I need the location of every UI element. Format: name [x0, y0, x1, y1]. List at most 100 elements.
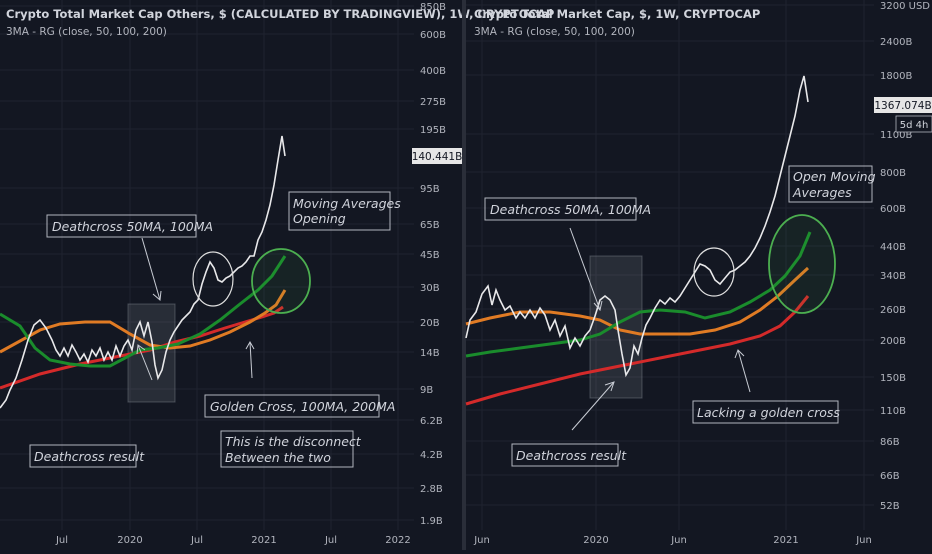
- right-y-tick-label: 800B: [880, 168, 906, 179]
- left-y-tick-label: 20B: [420, 318, 440, 329]
- left-chart-title: Crypto Total Market Cap Others, $ (CALCU…: [6, 7, 554, 21]
- right-y-axis: 3200 USD 2400B 1800B 1100B 800B 600B 440B 340B 2…: [880, 1, 930, 512]
- right-white-ellipse: [693, 247, 735, 297]
- right-y-tick-label: 2400B: [880, 37, 912, 48]
- left-callout-texts: Deathcross 50MA, 100MA Moving Averages O…: [34, 196, 401, 465]
- left-arrowhead-disconnect: [245, 340, 255, 350]
- left-y-tick-label: 600B: [420, 30, 446, 41]
- left-callout-result: Deathcross result: [34, 449, 145, 464]
- left-callout-ma-opening-2: Opening: [293, 211, 346, 226]
- left-arrowhead-deathcross-result: [136, 344, 146, 355]
- right-chart-subtitle: 3MA - RG (close, 50, 100, 200): [474, 26, 635, 38]
- right-y-tick-label: 600B: [880, 204, 906, 215]
- right-arrowhead-deathcross: [593, 300, 603, 312]
- left-y-tick-label: 850B: [420, 2, 446, 13]
- left-callout-ma-opening-1: Moving Averages: [293, 196, 401, 211]
- right-callouts: [484, 165, 873, 467]
- right-price-line: [465, 75, 809, 378]
- left-y-tick-label: 275B: [420, 97, 446, 108]
- left-y-tick-label: 195B: [420, 125, 446, 136]
- left-y-tick-label: 14B: [420, 348, 440, 359]
- right-y-tick-label: 110B: [880, 406, 906, 417]
- right-ma100-line: [465, 266, 810, 336]
- right-arrowhead-deathcross-result: [604, 381, 615, 392]
- right-callout-golden-box: [692, 400, 839, 424]
- right-callout-result-box: [511, 443, 619, 467]
- right-callout-open-ma-2: Averages: [792, 185, 852, 200]
- panel-divider: [462, 0, 466, 550]
- left-callout-disconnect-box: [220, 430, 354, 468]
- left-x-tick-label: 2022: [385, 535, 410, 546]
- right-panel: Crypto Total Market Cap, $, 1W, CRYPTOCA…: [465, 0, 932, 546]
- left-arrow-deathcross: [141, 237, 161, 301]
- right-y-tick-label: 66B: [880, 471, 900, 482]
- left-x-tick-label: Jul: [55, 535, 68, 546]
- left-ma100-line: [0, 289, 287, 354]
- right-last-value-tag: [874, 97, 932, 113]
- right-x-axis: Jun 2020 Jun 2021 Jun: [473, 535, 872, 546]
- left-x-tick-label: Jul: [324, 535, 337, 546]
- right-y-tick-label: 3200 USD: [880, 1, 930, 12]
- right-x-tick-label: Jun: [670, 535, 687, 546]
- right-arrows: [569, 227, 751, 431]
- left-y-tick-label: 400B: [420, 66, 446, 77]
- left-arrowhead-deathcross: [152, 290, 162, 301]
- right-callout-texts: Open Moving Averages Deathcross 50MA, 10…: [490, 169, 876, 463]
- left-callout-disconnect-1: This is the disconnect: [225, 434, 362, 449]
- left-y-tick-label: 1.9B: [420, 516, 443, 527]
- right-arrowhead-golden-cross: [734, 349, 745, 359]
- left-callout-result-box: [29, 444, 137, 468]
- left-y-axis: 850B 600B 400B 275B 195B 95B 65B 45B 30B 20B 14B 9B…: [420, 2, 446, 527]
- left-y-tick-label: 65B: [420, 220, 440, 231]
- left-callout-deathcross: Deathcross 50MA, 100MA: [52, 219, 213, 234]
- left-y-tick-label: 9B: [420, 385, 433, 396]
- left-y-tick-label: 4.2B: [420, 450, 443, 461]
- right-x-tick-label: Jun: [855, 535, 872, 546]
- right-callout-open-ma-1: Open Moving: [793, 169, 876, 184]
- right-y-tick-label: 440B: [880, 242, 906, 253]
- right-arrow-golden-cross: [737, 349, 751, 393]
- right-y-tick-label: 150B: [880, 373, 906, 384]
- right-y-tick-label: 52B: [880, 501, 900, 512]
- right-callout-deathcross-box: [484, 197, 637, 221]
- left-x-axis: Jul 2020 Jul 2021 Jul 2022: [55, 535, 411, 546]
- right-arrow-deathcross: [569, 227, 601, 311]
- right-chart-title: Crypto Total Market Cap, $, 1W, CRYPTOCA…: [474, 7, 760, 21]
- left-x-tick-label: Jul: [190, 535, 203, 546]
- right-x-tick-label: 2021: [773, 535, 798, 546]
- left-grid: [0, 0, 414, 530]
- right-arrow-deathcross-result: [571, 381, 615, 431]
- right-y-tick-label: 200B: [880, 336, 906, 347]
- left-last-value-label: 140.441B: [412, 151, 463, 163]
- right-y-tick-label: 260B: [880, 305, 906, 316]
- right-ma200-line: [465, 295, 810, 406]
- right-grid: [466, 0, 874, 530]
- right-y-tick-label: 340B: [880, 271, 906, 282]
- right-countdown-tag: [895, 115, 932, 133]
- right-y-tick-label: 1800B: [880, 71, 912, 82]
- right-callout-open-ma-box: [788, 165, 873, 203]
- left-callout-golden-cross: Golden Cross, 100MA, 200MA: [210, 399, 395, 414]
- left-chart-subtitle: 3MA - RG (close, 50, 100, 200): [6, 26, 167, 38]
- left-y-tick-label: 30B: [420, 283, 440, 294]
- right-callout-golden: Lacking a golden cross: [697, 405, 840, 420]
- left-x-tick-label: 2020: [117, 535, 142, 546]
- left-y-tick-label: 45B: [420, 250, 440, 261]
- right-last-value-label: 1367.074B: [874, 100, 931, 112]
- right-callout-result: Deathcross result: [516, 448, 627, 463]
- left-arrow-deathcross-result: [137, 344, 153, 381]
- left-callout-disconnect-2: Between the two: [225, 450, 331, 465]
- left-callout-golden-cross-box: [204, 394, 380, 418]
- left-y-tick-label: 2.8B: [420, 484, 443, 495]
- right-y-tick-label: 86B: [880, 437, 900, 448]
- left-callout-deathcross-box: [46, 214, 197, 238]
- left-x-tick-label: 2021: [251, 535, 276, 546]
- right-green-ellipse: [768, 214, 836, 314]
- left-callout-ma-opening-box: [288, 191, 391, 231]
- left-panel: Crypto Total Market Cap Others, $ (CALCU…: [0, 0, 554, 546]
- right-y-tick-label: 1100B: [880, 130, 912, 141]
- left-y-tick-label: 6.2B: [420, 416, 443, 427]
- right-countdown-label: 5d 4h: [900, 120, 929, 131]
- right-ma50-line: [465, 231, 812, 358]
